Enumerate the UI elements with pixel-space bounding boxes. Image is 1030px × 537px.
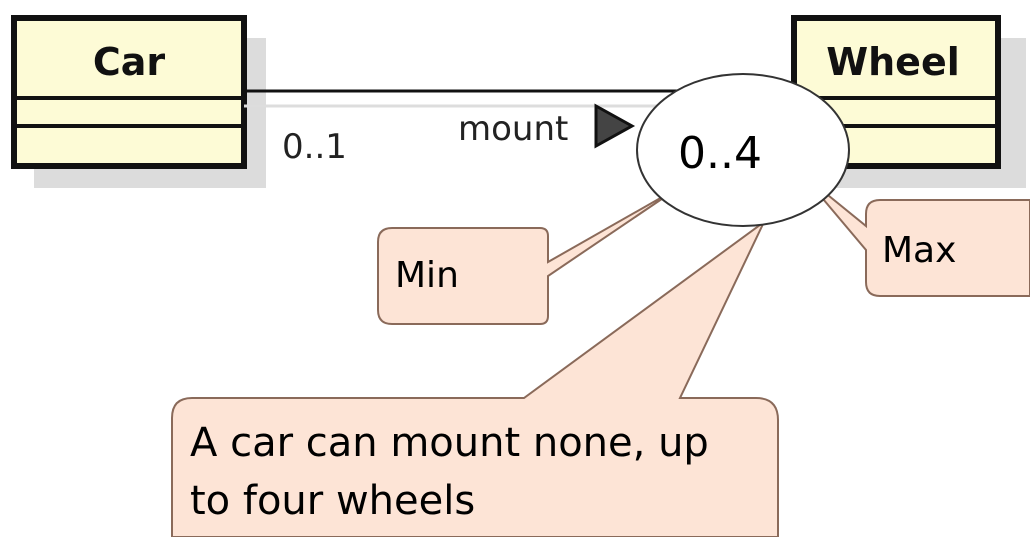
class-wheel-name: Wheel [826, 40, 960, 84]
callout-max: Max [801, 173, 1030, 297]
callout-explanation: A car can mount none, up to four wheels [171, 221, 779, 537]
class-car-box [11, 15, 247, 169]
target-multiplicity-label: 0..4 [678, 128, 762, 179]
callout-min: Min [377, 187, 679, 325]
callout-min-shape [377, 187, 679, 325]
callout-min-text: Min [395, 255, 459, 296]
callout-max-shape [801, 173, 1030, 297]
multiplicity-ellipse [636, 73, 850, 227]
target-multiplicity-highlight: 0..4 [636, 73, 850, 227]
direction-arrow-icon [594, 103, 636, 149]
class-car[interactable]: Car [11, 15, 266, 188]
callout-explanation-line-2: to four wheels [190, 478, 475, 524]
source-multiplicity-label: 0..1 [282, 127, 347, 167]
association-name-label: mount [458, 109, 568, 149]
callout-explanation-line-1: A car can mount none, up [190, 420, 709, 466]
class-car-name: Car [93, 40, 166, 84]
callout-explanation-shape [171, 221, 779, 537]
callout-max-text: Max [882, 230, 956, 271]
association-mount[interactable]: 0..1 mount [244, 89, 794, 167]
